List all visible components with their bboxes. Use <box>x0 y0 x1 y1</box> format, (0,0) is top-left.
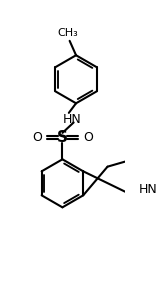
Text: HN: HN <box>139 183 156 196</box>
Text: S: S <box>57 130 68 145</box>
Text: O: O <box>32 131 42 144</box>
Text: O: O <box>83 131 93 144</box>
Text: CH₃: CH₃ <box>58 28 78 39</box>
Text: HN: HN <box>62 113 81 126</box>
